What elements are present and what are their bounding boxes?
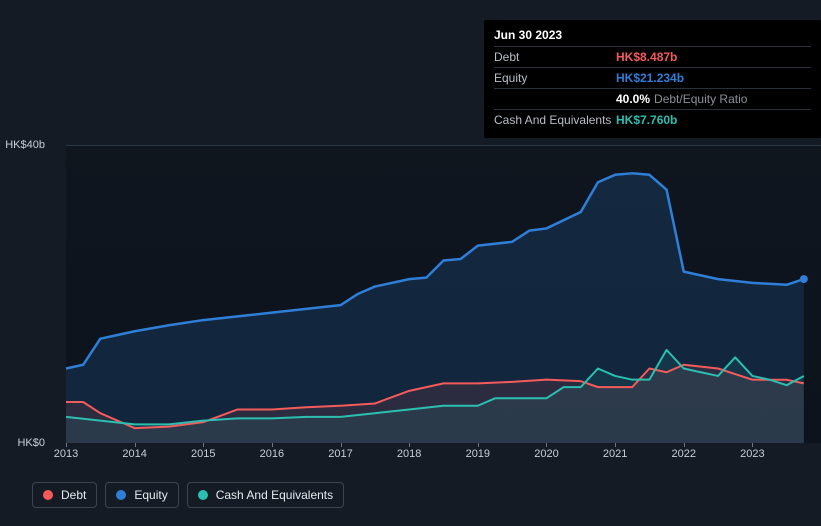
x-axis-label: 2015	[191, 448, 215, 460]
x-axis-tick	[341, 443, 342, 447]
x-axis-tick	[272, 443, 273, 447]
tooltip-value-cash: HK$7.760b	[616, 113, 677, 127]
tooltip-row-cash: Cash And Equivalents HK$7.760b	[494, 109, 811, 130]
x-axis-label: 2018	[397, 448, 421, 460]
tooltip-value-ratio: 40.0%	[616, 92, 650, 106]
tooltip-row-ratio: 40.0% Debt/Equity Ratio	[494, 88, 811, 109]
legend-dot-icon	[43, 490, 53, 500]
x-axis-label: 2016	[260, 448, 284, 460]
legend-dot-icon	[198, 490, 208, 500]
series-end-marker-equity	[800, 275, 808, 283]
tooltip-box: Jun 30 2023 Debt HK$8.487b Equity HK$21.…	[484, 20, 821, 138]
legend: Debt Equity Cash And Equivalents	[32, 482, 344, 508]
legend-label: Debt	[61, 488, 86, 502]
tooltip-label	[494, 92, 616, 106]
x-axis-tick	[478, 443, 479, 447]
x-axis-tick	[684, 443, 685, 447]
legend-label: Equity	[134, 488, 167, 502]
chart-svg	[66, 145, 821, 443]
tooltip-ratio-label: Debt/Equity Ratio	[654, 92, 747, 106]
x-axis-tick	[615, 443, 616, 447]
x-axis-tick	[203, 443, 204, 447]
x-axis-label: 2023	[740, 448, 764, 460]
tooltip-label: Cash And Equivalents	[494, 113, 616, 127]
legend-dot-icon	[116, 490, 126, 500]
tooltip-label: Debt	[494, 50, 616, 64]
tooltip-value-debt: HK$8.487b	[616, 50, 677, 64]
x-axis-label: 2021	[603, 448, 627, 460]
legend-label: Cash And Equivalents	[216, 488, 333, 502]
tooltip-date: Jun 30 2023	[494, 28, 811, 46]
x-axis-tick	[409, 443, 410, 447]
y-axis-label: HK$40b	[5, 139, 45, 151]
x-axis-label: 2022	[671, 448, 695, 460]
tooltip-value-equity: HK$21.234b	[616, 71, 684, 85]
tooltip-row-equity: Equity HK$21.234b	[494, 67, 811, 88]
tooltip-label: Equity	[494, 71, 616, 85]
x-axis-tick	[546, 443, 547, 447]
legend-item-debt[interactable]: Debt	[32, 482, 97, 508]
financial-chart: Jun 30 2023 Debt HK$8.487b Equity HK$21.…	[16, 0, 805, 526]
x-axis-tick	[752, 443, 753, 447]
x-axis-label: 2013	[54, 448, 78, 460]
tooltip-row-debt: Debt HK$8.487b	[494, 46, 811, 67]
x-axis-label: 2014	[122, 448, 146, 460]
x-axis-tick	[66, 443, 67, 447]
legend-item-equity[interactable]: Equity	[105, 482, 178, 508]
x-axis-tick	[135, 443, 136, 447]
x-axis-label: 2017	[328, 448, 352, 460]
x-axis-label: 2020	[534, 448, 558, 460]
legend-item-cash[interactable]: Cash And Equivalents	[187, 482, 344, 508]
x-axis-label: 2019	[466, 448, 490, 460]
y-axis-label: HK$0	[17, 437, 45, 449]
